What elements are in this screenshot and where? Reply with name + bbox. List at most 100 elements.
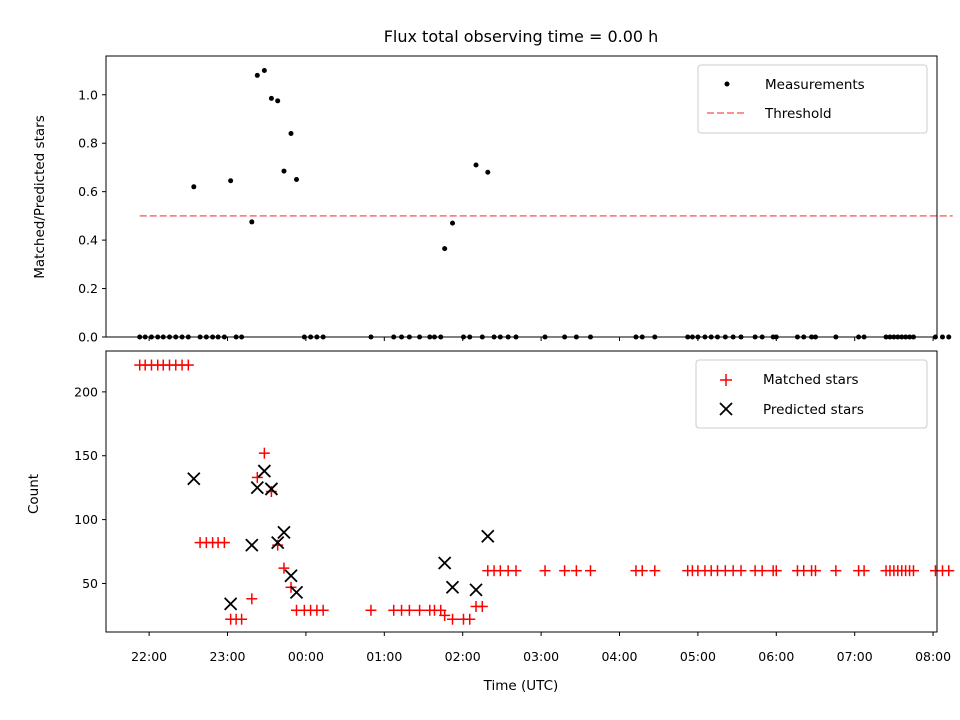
- matched-star-point: [770, 565, 782, 577]
- matched-star-point: [539, 565, 551, 577]
- bottom-x-tick-label: 03:00: [523, 649, 559, 664]
- matched-star-point: [510, 565, 522, 577]
- predicted-x-b: [438, 556, 452, 570]
- predicted-star-point: [284, 569, 298, 583]
- bottom-y-tick-label: 50: [82, 576, 98, 591]
- measurement-point: [946, 334, 952, 340]
- predicted-star-point: [264, 482, 279, 496]
- bottom-legend: Matched stars Predicted stars: [695, 359, 928, 429]
- predicted-star-point: [250, 481, 264, 495]
- predicted-legend-label: Predicted stars: [763, 402, 864, 418]
- matched-star-point: [218, 537, 230, 549]
- bottom-y-tick-label: 100: [74, 512, 98, 527]
- matched-star-point: [476, 600, 488, 612]
- bottom-y-ticks: 50 100 150 200: [74, 384, 106, 591]
- matched-star-point: [735, 565, 747, 577]
- predicted-star-point: [277, 525, 291, 540]
- bottom-y-tick-label: 150: [74, 448, 98, 463]
- predicted-x-b: [271, 535, 285, 550]
- top-y-tick-label: 1.0: [78, 87, 98, 102]
- matched-star-point: [439, 609, 451, 621]
- matched-star-point: [317, 604, 329, 616]
- predicted-legend-marker: [719, 402, 733, 416]
- matched-star-point: [584, 565, 596, 577]
- bottom-x-tick-label: 01:00: [366, 649, 402, 664]
- bottom-y-tick-label: 200: [74, 384, 98, 399]
- top-y-tick-label: 0.6: [78, 184, 98, 199]
- matched-star-point: [403, 604, 415, 616]
- matched-legend-label: Matched stars: [763, 372, 859, 388]
- matched-star-point: [649, 565, 661, 577]
- bottom-x-ticks: 22:00 23:00 00:00 01:00 02:00 03:00 04:00 05:00…: [131, 632, 951, 664]
- matched-star-point: [858, 565, 870, 577]
- predicted-star-point: [245, 538, 259, 552]
- predicted-star-point: [445, 580, 460, 594]
- matched-star-point: [251, 471, 263, 483]
- bottom-axes-frame: [105, 350, 938, 633]
- top-y-tick-label: 0.2: [78, 281, 98, 296]
- bottom-x-tick-label: 07:00: [837, 649, 873, 664]
- predicted-x-b: [245, 538, 259, 552]
- predicted-x-b: [250, 481, 264, 495]
- measurement-point: [275, 98, 281, 104]
- predicted-star-point: [224, 597, 238, 611]
- bottom-marks: [134, 359, 955, 625]
- top-y-tick-label: 0.8: [78, 136, 98, 151]
- matched-star-point: [570, 565, 582, 577]
- top-legend: Measurements Threshold: [697, 64, 928, 134]
- measurement-point: [268, 95, 274, 101]
- top-legend-box: [697, 64, 928, 134]
- measurement-point: [191, 184, 197, 190]
- matched-star-point: [258, 447, 270, 459]
- matched-star-point: [943, 565, 955, 577]
- predicted-x-b: [187, 472, 201, 486]
- matched-star-point: [559, 565, 571, 577]
- bottom-x-tick-label: 08:00: [915, 649, 951, 664]
- matched-star-point: [830, 565, 842, 577]
- matched-star-point: [278, 562, 290, 574]
- predicted-x-b: [289, 585, 304, 600]
- predicted-x-b: [277, 525, 291, 540]
- predicted-star-point: [469, 583, 483, 597]
- predicted-x-b: [469, 583, 483, 597]
- top-y-axis-label: Matched/Predicted stars: [32, 115, 48, 278]
- matched-star-point: [365, 604, 377, 616]
- matched-star-point: [447, 613, 459, 625]
- predicted-x-b: [224, 597, 238, 611]
- measurement-point: [473, 162, 479, 168]
- measurements-legend-label: Measurements: [765, 77, 865, 93]
- bottom-x-axis-label: Time (UTC): [483, 678, 559, 694]
- predicted-star-point: [481, 529, 495, 543]
- predicted-x-b: [481, 529, 495, 543]
- bottom-x-tick-label: 22:00: [131, 649, 167, 664]
- matched-star-point: [809, 565, 821, 577]
- bottom-x-tick-label: 04:00: [601, 649, 637, 664]
- top-panel: 0.0 0.2 0.4 0.6 0.8 1.0 Matched/Predicted sta…: [32, 55, 953, 345]
- top-marks: [137, 68, 953, 340]
- bottom-x-tick-label: 06:00: [758, 649, 794, 664]
- threshold-legend-label: Threshold: [764, 106, 832, 122]
- matched-star-point: [236, 613, 248, 625]
- measurement-point: [261, 68, 267, 74]
- predicted-x-b: [264, 482, 279, 496]
- predicted-x-b: [445, 580, 460, 594]
- matched-star-point: [756, 565, 768, 577]
- top-axes-frame: [105, 55, 938, 338]
- matched-legend-marker: [720, 374, 732, 386]
- measurement-point: [288, 131, 294, 137]
- matched-star-point: [182, 359, 194, 371]
- bottom-x-tick-label: 00:00: [288, 649, 324, 664]
- measurements-legend-marker: [724, 81, 730, 87]
- predicted-x-b: [284, 569, 298, 583]
- predicted-star-point: [289, 585, 304, 600]
- bottom-x-tick-label: 23:00: [209, 649, 245, 664]
- measurement-point: [485, 169, 491, 175]
- top-x-ticks: [148, 337, 934, 341]
- measurement-point: [228, 178, 234, 184]
- measurement-point: [281, 168, 287, 174]
- top-y-tick-label: 0.4: [78, 233, 98, 248]
- measurement-point: [939, 334, 945, 340]
- top-y-tick-label: 0.0: [78, 330, 98, 345]
- matched-star-point: [636, 565, 648, 577]
